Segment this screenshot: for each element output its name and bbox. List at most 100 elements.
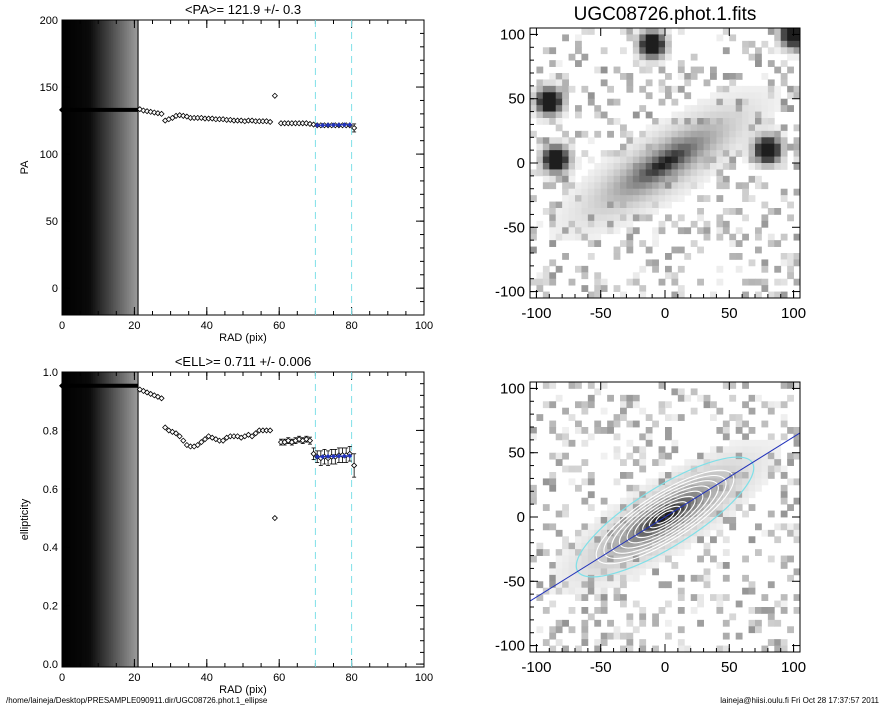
image-pixel [671,124,679,132]
image-pixel [632,60,640,67]
image-pixel [677,111,685,119]
image-pixel [793,163,801,170]
model-pixel [626,452,634,460]
model-pixel [652,517,659,524]
image-pixel [735,253,743,260]
model-pixel [742,433,749,441]
image-pixel [742,92,749,100]
model-pixel [735,446,743,454]
model-pixel [652,529,659,537]
model-pixel [626,472,634,479]
image-pixel [587,208,595,215]
model-pixel [767,452,775,460]
model-pixel [549,645,557,653]
image-pixel [658,60,666,67]
image-pixel [690,53,698,61]
image-pixel [735,182,743,190]
pa-shade-band [98,20,101,315]
image-pixel [575,182,582,190]
image-pixel [748,111,756,119]
model-pixel [562,452,569,460]
image-pixel [542,92,550,100]
image-pixel [555,118,563,125]
image-pixel [658,143,666,151]
model-pixel [710,446,717,454]
image-pixel [722,47,730,55]
model-pixel [562,504,569,511]
ell-title: <ELL>= 0.711 +/- 0.006 [175,354,311,369]
ell-fit-point [314,454,320,460]
model-pixel [581,587,589,595]
image-pixel [652,118,659,125]
model-pixel [568,607,576,614]
pa-shade-band [134,20,137,315]
image-pixel [549,208,557,215]
image-pixel [613,66,621,74]
image-pixel [722,105,730,112]
image-pixel [722,130,730,138]
image-pixel [755,105,762,112]
model-pixel [645,562,653,569]
model-pixel [787,574,794,582]
image-pixel [677,143,685,151]
pa-shade-band [81,20,85,315]
image-pixel [780,195,788,202]
image-pixel [722,143,730,151]
model-pixel [703,484,711,492]
image-pixel [562,175,569,183]
model-pixel [562,581,569,589]
image-pixel [658,66,666,74]
model-pixel [568,542,576,550]
ell-shade-band [67,372,70,667]
image-pixel [774,143,782,151]
model-pixel [690,523,698,531]
model-pixel [767,439,775,447]
image-pixel [755,291,762,299]
model-pixel [542,401,550,409]
ell-shade-band [81,372,85,667]
model-pixel [600,510,608,518]
image-ytick-label: 50 [508,91,525,108]
image-pixel [658,278,666,286]
image-pixel [600,201,608,209]
image-pixel [639,175,647,183]
image-pixel [774,240,782,247]
image-pixel [793,233,801,241]
image-pixel [671,118,679,125]
image-pixel [620,130,627,138]
image-pixel [658,98,666,106]
model-pixel [626,542,634,550]
model-pixel [587,542,595,550]
image-pixel [594,182,602,190]
image-pixel [536,278,544,286]
ell-shade-band [110,372,114,667]
image-pixel [767,291,775,299]
image-pixel [690,111,698,119]
image-pixel [722,150,730,157]
ell-shade-band [76,372,79,667]
image-pixel [703,137,711,145]
model-pixel [697,594,704,601]
image-pixel [677,188,685,196]
image-pixel [594,130,602,138]
image-pixel [575,265,582,273]
ell-fit-point [336,453,342,459]
model-pixel [575,549,582,556]
ell-ytick-label: 0.6 [43,484,58,496]
model-pixel [716,600,724,608]
image-pixel [729,79,737,87]
image-pixel [542,118,550,125]
model-pixel [626,491,634,499]
ell-shade-band [116,372,119,667]
image-pixel [594,163,602,170]
image-pixel [645,246,653,254]
model-ytick-label: -100 [495,638,525,655]
image-pixel [568,214,576,222]
image-pixel [684,188,692,196]
model-pixel [787,382,794,389]
model-pixel [793,478,801,486]
image-pixel [652,188,659,196]
image-pixel [562,92,569,100]
image-pixel [710,66,717,74]
image-pixel [542,265,550,273]
